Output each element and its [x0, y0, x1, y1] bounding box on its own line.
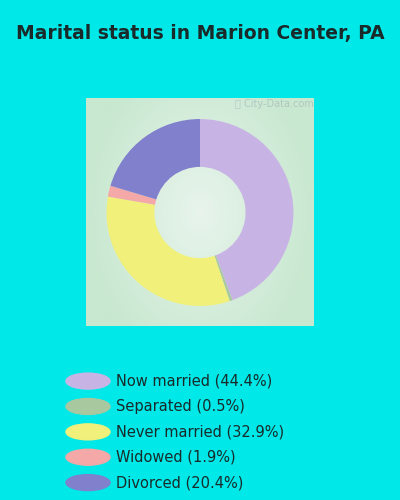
Wedge shape — [108, 186, 156, 204]
Text: Widowed (1.9%): Widowed (1.9%) — [116, 450, 236, 464]
Text: Separated (0.5%): Separated (0.5%) — [116, 399, 245, 414]
Text: Never married (32.9%): Never married (32.9%) — [116, 424, 284, 440]
Circle shape — [66, 474, 110, 490]
Circle shape — [66, 373, 110, 389]
Wedge shape — [106, 196, 230, 306]
Wedge shape — [214, 256, 232, 301]
Text: Marital status in Marion Center, PA: Marital status in Marion Center, PA — [16, 24, 384, 43]
Text: Now married (44.4%): Now married (44.4%) — [116, 374, 272, 388]
Text: Divorced (20.4%): Divorced (20.4%) — [116, 475, 243, 490]
Circle shape — [66, 398, 110, 414]
Wedge shape — [200, 119, 294, 300]
Text: ⓘ City-Data.com: ⓘ City-Data.com — [235, 98, 314, 108]
Circle shape — [66, 424, 110, 440]
Circle shape — [66, 449, 110, 465]
Wedge shape — [110, 119, 200, 200]
